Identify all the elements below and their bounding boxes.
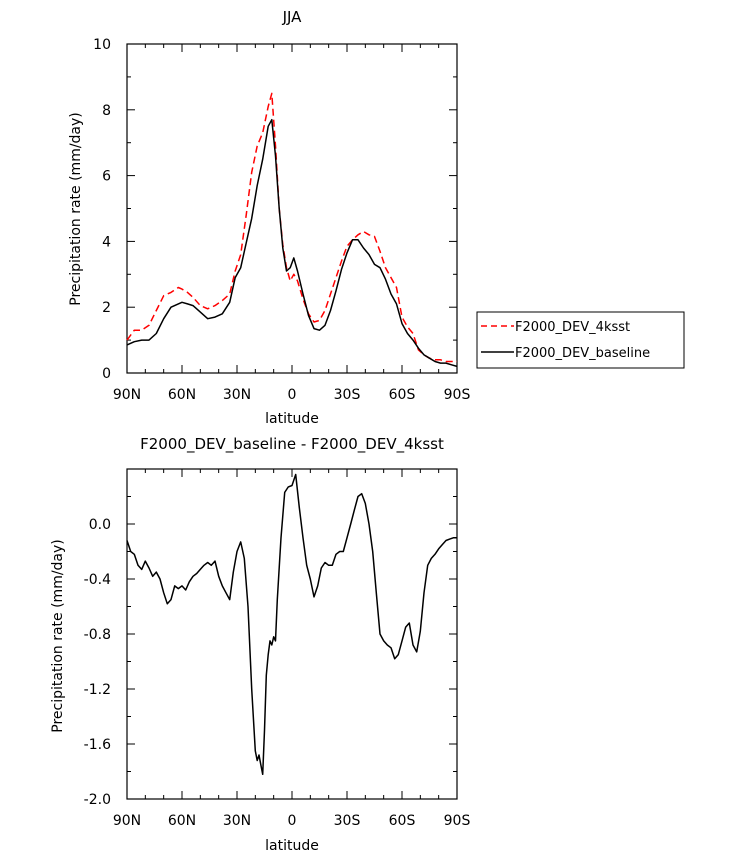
top-chart-ylabel: Precipitation rate (mm/day) — [68, 112, 84, 306]
x-tick-label: 0 — [288, 387, 297, 403]
x-tick-label: 60N — [168, 387, 196, 403]
legend-label-4ksst: F2000_DEV_4ksst — [515, 320, 630, 335]
top-chart-legend: F2000_DEV_4ksst F2000_DEV_baseline — [476, 311, 685, 369]
x-tick-label: 60S — [389, 813, 416, 829]
y-tick-label: -0.4 — [84, 572, 111, 588]
x-tick-label: 60N — [168, 813, 196, 829]
top-chart-xlabel: latitude — [265, 411, 319, 427]
top-chart-title: JJA — [282, 8, 303, 26]
plot-frame — [126, 43, 458, 374]
series-line-f2000-dev-baseline — [126, 118, 458, 368]
x-tick-label: 30S — [334, 387, 361, 403]
bottom-chart-ylabel: Precipitation rate (mm/day) — [50, 539, 66, 733]
y-tick-label: 4 — [102, 234, 111, 250]
y-tick-label: -1.6 — [84, 737, 111, 753]
x-tick-label: 60S — [389, 387, 416, 403]
y-tick-label: -1.2 — [84, 682, 111, 698]
plot-frame — [126, 468, 458, 800]
y-tick-label: 2 — [102, 300, 111, 316]
x-tick-label: 0 — [288, 813, 297, 829]
y-tick-label: 8 — [102, 103, 111, 119]
top-chart-panel: JJA latitude Precipitation rate (mm/day)… — [68, 8, 685, 427]
y-tick-label: 0.0 — [89, 517, 111, 533]
bottom-chart-title: F2000_DEV_baseline - F2000_DEV_4ksst — [140, 435, 444, 454]
bottom-chart-xlabel: latitude — [265, 838, 319, 854]
x-tick-label: 30N — [223, 387, 251, 403]
series-line-f2000-dev-4ksst — [126, 92, 457, 363]
series-line-difference — [126, 473, 457, 776]
legend-label-baseline: F2000_DEV_baseline — [515, 346, 650, 361]
y-tick-label: -2.0 — [84, 792, 111, 808]
legend-box — [476, 311, 685, 369]
y-tick-label: 10 — [93, 37, 111, 53]
bottom-chart-panel: F2000_DEV_baseline - F2000_DEV_4ksst lat… — [50, 435, 470, 854]
y-tick-label: 0 — [102, 366, 111, 382]
x-tick-label: 90S — [444, 813, 471, 829]
x-tick-label: 30N — [223, 813, 251, 829]
y-tick-label: 6 — [102, 169, 111, 185]
x-tick-label: 30S — [334, 813, 361, 829]
x-tick-label: 90N — [113, 387, 141, 403]
x-tick-label: 90S — [444, 387, 471, 403]
y-tick-label: -0.8 — [84, 627, 111, 643]
x-tick-label: 90N — [113, 813, 141, 829]
